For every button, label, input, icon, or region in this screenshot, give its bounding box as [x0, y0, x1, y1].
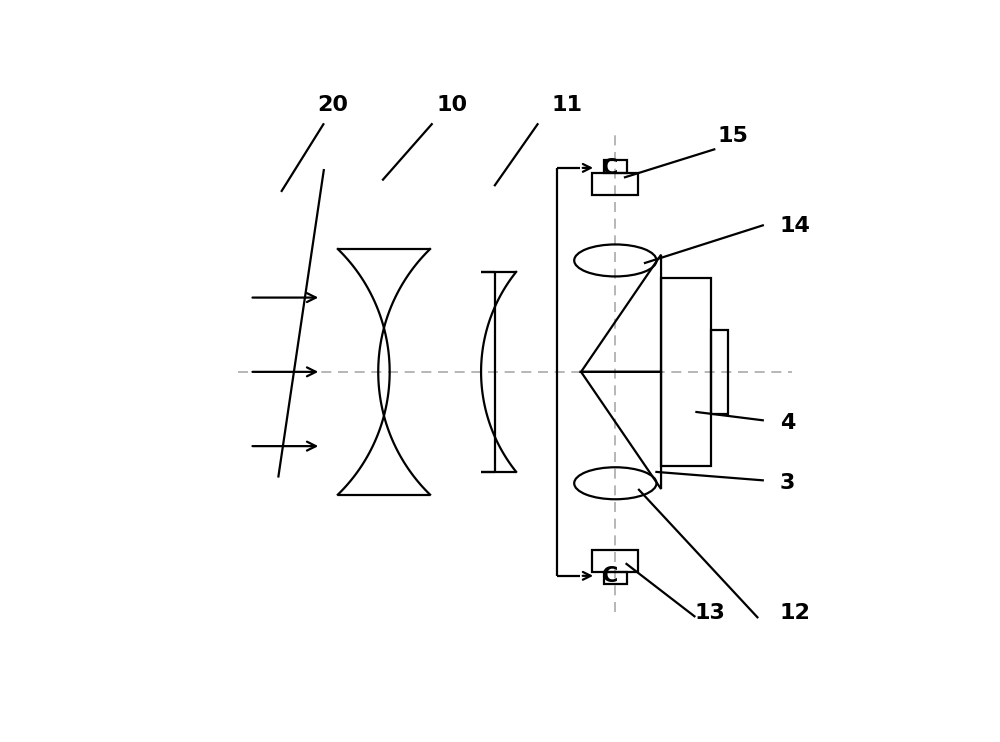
Text: 4: 4: [780, 413, 795, 433]
Text: 3: 3: [780, 473, 795, 493]
Text: 13: 13: [694, 603, 725, 623]
Bar: [604, 572, 627, 585]
Text: 10: 10: [437, 95, 468, 115]
Text: C: C: [602, 566, 618, 586]
Bar: [592, 550, 638, 572]
Bar: [711, 329, 728, 414]
Text: C: C: [602, 158, 618, 178]
Bar: [604, 160, 627, 173]
Text: 15: 15: [717, 126, 748, 146]
Text: 14: 14: [780, 216, 811, 236]
Bar: [661, 278, 711, 465]
Text: 12: 12: [780, 603, 811, 623]
Text: 11: 11: [551, 95, 582, 115]
Bar: [592, 173, 638, 194]
Text: 20: 20: [317, 95, 348, 115]
